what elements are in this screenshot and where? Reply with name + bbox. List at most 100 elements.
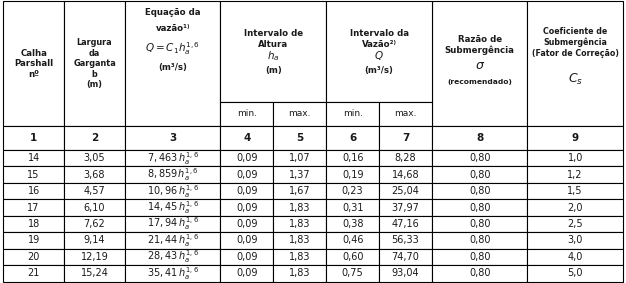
Bar xyxy=(432,183,528,199)
Bar xyxy=(220,1,326,102)
Bar xyxy=(64,126,125,150)
Bar xyxy=(379,216,432,232)
Text: $\sigma$: $\sigma$ xyxy=(475,59,485,72)
Bar xyxy=(125,265,220,282)
Text: 37,97: 37,97 xyxy=(392,203,419,213)
Bar xyxy=(326,265,379,282)
Text: 0,09: 0,09 xyxy=(236,153,258,163)
Text: $14,45\,h_a^{1,6}$: $14,45\,h_a^{1,6}$ xyxy=(146,199,199,216)
Text: 0,80: 0,80 xyxy=(469,170,490,180)
Bar xyxy=(220,265,274,282)
Text: 3,68: 3,68 xyxy=(84,170,105,180)
Text: 4,57: 4,57 xyxy=(84,186,105,196)
Bar xyxy=(125,166,220,183)
Bar xyxy=(220,183,274,199)
Text: min.: min. xyxy=(342,110,362,118)
Text: 2: 2 xyxy=(91,133,98,143)
Bar xyxy=(274,199,326,216)
Text: $7,463\,h_a^{1,6}$: $7,463\,h_a^{1,6}$ xyxy=(146,150,199,167)
Bar xyxy=(125,216,220,232)
Text: 12,19: 12,19 xyxy=(81,252,108,262)
Bar xyxy=(220,199,274,216)
Bar xyxy=(125,249,220,265)
Text: Intervalo da
Vazão²⁾: Intervalo da Vazão²⁾ xyxy=(349,29,409,49)
Bar xyxy=(326,1,432,102)
Text: 1: 1 xyxy=(30,133,37,143)
Text: (m³/s): (m³/s) xyxy=(158,63,187,72)
Text: 9: 9 xyxy=(572,133,578,143)
Text: 56,33: 56,33 xyxy=(392,235,419,245)
Text: 14,68: 14,68 xyxy=(392,170,419,180)
Text: $10,96\,h_a^{1,6}$: $10,96\,h_a^{1,6}$ xyxy=(146,183,199,200)
Text: 0,31: 0,31 xyxy=(342,203,364,213)
Bar xyxy=(274,249,326,265)
Text: 0,09: 0,09 xyxy=(236,252,258,262)
Bar xyxy=(274,166,326,183)
Text: 47,16: 47,16 xyxy=(392,219,419,229)
Bar xyxy=(3,216,64,232)
Text: Intervalo de
Altura: Intervalo de Altura xyxy=(244,29,303,49)
Bar xyxy=(432,199,528,216)
Text: 1,67: 1,67 xyxy=(289,186,310,196)
Bar xyxy=(528,126,623,150)
Text: 15,24: 15,24 xyxy=(81,268,108,278)
Bar xyxy=(220,216,274,232)
Text: $35,41\,h_a^{1,6}$: $35,41\,h_a^{1,6}$ xyxy=(146,265,199,282)
Bar xyxy=(326,216,379,232)
Bar xyxy=(64,249,125,265)
Bar xyxy=(64,166,125,183)
Bar xyxy=(3,249,64,265)
Bar xyxy=(432,232,528,249)
Bar xyxy=(274,232,326,249)
Text: 93,04: 93,04 xyxy=(392,268,419,278)
Bar xyxy=(379,265,432,282)
Text: 18: 18 xyxy=(28,219,39,229)
Text: 0,80: 0,80 xyxy=(469,235,490,245)
Bar xyxy=(528,216,623,232)
Text: Coeficiente de
Submergência
(Fator de Correção): Coeficiente de Submergência (Fator de Co… xyxy=(531,27,618,58)
Text: $28,43\,h_a^{1,6}$: $28,43\,h_a^{1,6}$ xyxy=(146,248,199,265)
Bar xyxy=(274,150,326,166)
Bar xyxy=(64,232,125,249)
Text: 1,83: 1,83 xyxy=(289,252,310,262)
Text: 21: 21 xyxy=(28,268,40,278)
Text: 1,83: 1,83 xyxy=(289,235,310,245)
Text: 7: 7 xyxy=(402,133,409,143)
Text: 2,5: 2,5 xyxy=(567,219,583,229)
Text: 0,09: 0,09 xyxy=(236,170,258,180)
Bar xyxy=(432,216,528,232)
Bar xyxy=(326,102,379,126)
Bar xyxy=(528,265,623,282)
Text: max.: max. xyxy=(394,110,417,118)
Text: 1,5: 1,5 xyxy=(567,186,583,196)
Text: 7,62: 7,62 xyxy=(84,219,105,229)
Text: 0,38: 0,38 xyxy=(342,219,364,229)
Text: $C_s$: $C_s$ xyxy=(568,72,583,87)
Text: 0,23: 0,23 xyxy=(342,186,364,196)
Text: 15: 15 xyxy=(28,170,40,180)
Bar xyxy=(64,183,125,199)
Text: 0,80: 0,80 xyxy=(469,268,490,278)
Bar xyxy=(528,1,623,126)
Bar xyxy=(432,150,528,166)
Bar xyxy=(220,166,274,183)
Bar xyxy=(64,150,125,166)
Bar xyxy=(220,232,274,249)
Text: 0,80: 0,80 xyxy=(469,186,490,196)
Text: $21,44\,h_a^{1,6}$: $21,44\,h_a^{1,6}$ xyxy=(146,232,199,249)
Text: 0,19: 0,19 xyxy=(342,170,364,180)
Text: 8,28: 8,28 xyxy=(395,153,416,163)
Text: 0,09: 0,09 xyxy=(236,235,258,245)
Text: 0,46: 0,46 xyxy=(342,235,364,245)
Text: 0,80: 0,80 xyxy=(469,252,490,262)
Text: 19: 19 xyxy=(28,235,39,245)
Bar xyxy=(274,216,326,232)
Text: 0,80: 0,80 xyxy=(469,203,490,213)
Text: 0,80: 0,80 xyxy=(469,153,490,163)
Text: 4,0: 4,0 xyxy=(567,252,583,262)
Text: 3,05: 3,05 xyxy=(84,153,105,163)
Text: vazão¹⁾: vazão¹⁾ xyxy=(155,24,190,33)
Text: 5: 5 xyxy=(296,133,304,143)
Text: 0,09: 0,09 xyxy=(236,268,258,278)
Text: 6: 6 xyxy=(349,133,356,143)
